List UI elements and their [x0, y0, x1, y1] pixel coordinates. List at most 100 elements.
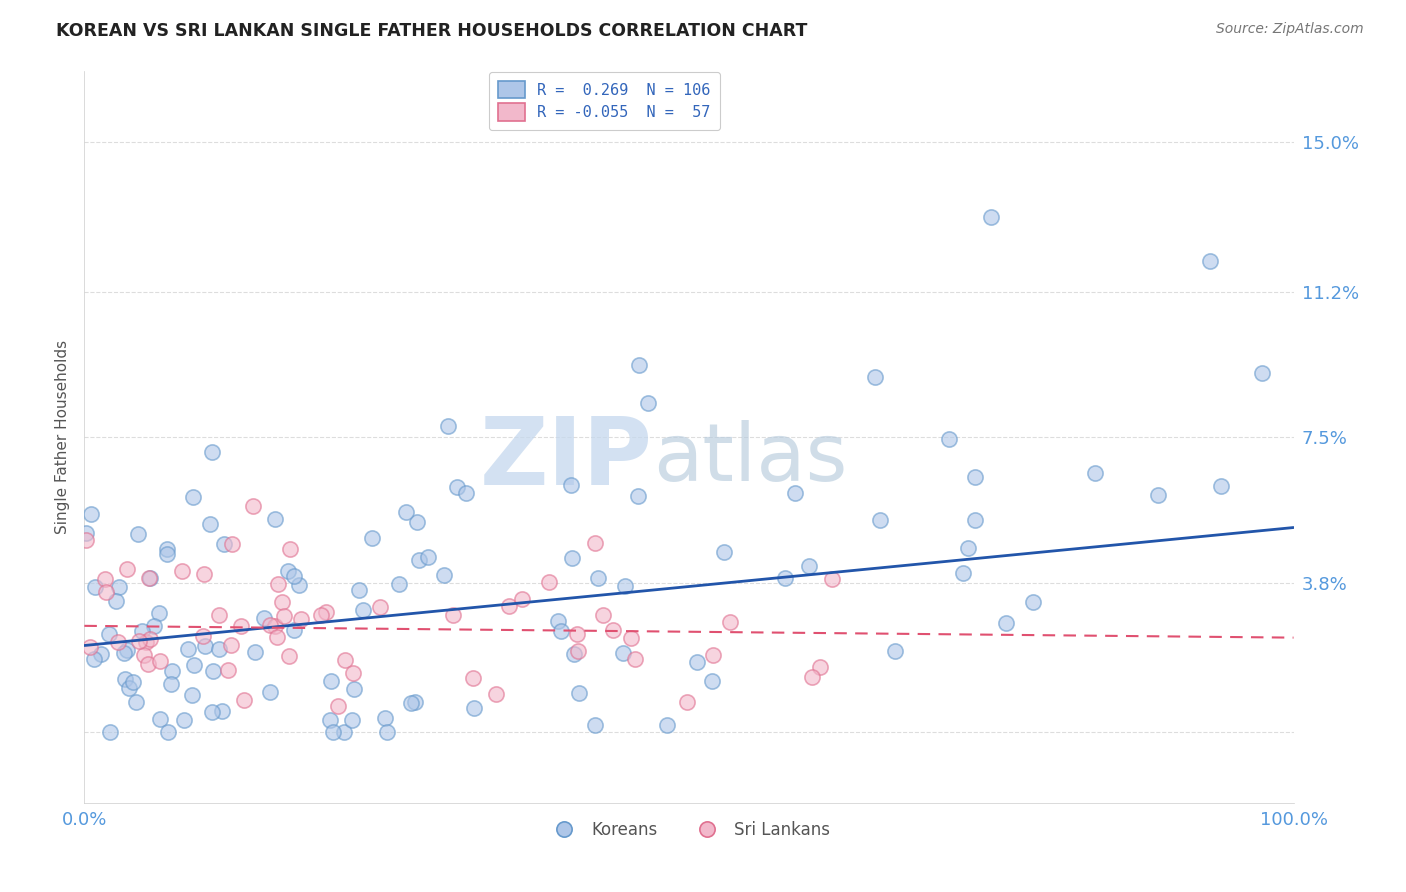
Text: KOREAN VS SRI LANKAN SINGLE FATHER HOUSEHOLDS CORRELATION CHART: KOREAN VS SRI LANKAN SINGLE FATHER HOUSE… — [56, 22, 807, 40]
Point — [602, 623, 624, 637]
Point — [115, 562, 138, 576]
Point — [79, 640, 101, 654]
Point — [1147, 487, 1170, 501]
Point — [193, 629, 215, 643]
Point — [349, 583, 371, 598]
Point — [97, 627, 120, 641]
Point — [80, 507, 103, 521]
Point — [160, 676, 183, 690]
Point — [342, 665, 364, 680]
Text: Source: ZipAtlas.com: Source: ZipAtlas.com — [1216, 22, 1364, 37]
Point — [869, 513, 891, 527]
Point — [183, 658, 205, 673]
Point — [264, 619, 287, 633]
Point — [773, 571, 796, 585]
Point — [288, 578, 311, 592]
Point — [208, 641, 231, 656]
Text: ZIP: ZIP — [479, 413, 652, 505]
Point — [980, 211, 1002, 225]
Point — [433, 568, 456, 582]
Point — [1209, 478, 1232, 492]
Point — [441, 607, 464, 622]
Point — [271, 595, 294, 609]
Point — [375, 725, 398, 739]
Point — [139, 571, 162, 585]
Point — [821, 573, 844, 587]
Point — [340, 713, 363, 727]
Point — [655, 718, 678, 732]
Point — [243, 645, 266, 659]
Point — [157, 725, 180, 739]
Point — [567, 627, 589, 641]
Y-axis label: Single Father Households: Single Father Households — [55, 340, 70, 534]
Point — [613, 579, 636, 593]
Point — [567, 644, 589, 658]
Point — [128, 634, 150, 648]
Point — [221, 537, 243, 551]
Point — [290, 612, 312, 626]
Point — [1199, 253, 1222, 268]
Point — [360, 531, 382, 545]
Point — [212, 537, 235, 551]
Point — [808, 659, 831, 673]
Point — [463, 700, 485, 714]
Point — [156, 542, 179, 557]
Point — [211, 704, 233, 718]
Point — [408, 552, 430, 566]
Point — [463, 671, 485, 685]
Point — [965, 470, 987, 484]
Point — [201, 664, 224, 678]
Point — [624, 652, 647, 666]
Point — [266, 630, 288, 644]
Point — [405, 516, 427, 530]
Point — [114, 672, 136, 686]
Point — [131, 624, 153, 638]
Point — [231, 619, 253, 633]
Point — [122, 674, 145, 689]
Point — [456, 485, 478, 500]
Point — [75, 533, 97, 548]
Point — [620, 632, 643, 646]
Point — [112, 647, 135, 661]
Point — [938, 432, 960, 446]
Point — [98, 725, 121, 739]
Point — [107, 635, 129, 649]
Point — [94, 585, 117, 599]
Point — [612, 646, 634, 660]
Point — [139, 632, 162, 646]
Point — [418, 549, 440, 564]
Point — [259, 618, 281, 632]
Point — [273, 609, 295, 624]
Point — [783, 486, 806, 500]
Point — [388, 576, 411, 591]
Point — [374, 711, 396, 725]
Point — [90, 647, 112, 661]
Point — [1022, 595, 1045, 609]
Point — [181, 490, 204, 504]
Point — [278, 648, 301, 663]
Text: atlas: atlas — [652, 420, 846, 498]
Point — [797, 558, 820, 573]
Point — [702, 648, 724, 663]
Point — [685, 655, 707, 669]
Point — [149, 654, 172, 668]
Point — [510, 591, 533, 606]
Point — [125, 695, 148, 709]
Point — [322, 725, 344, 739]
Point — [132, 648, 155, 662]
Point — [193, 566, 215, 581]
Point — [399, 696, 422, 710]
Point — [627, 358, 650, 372]
Point — [352, 603, 374, 617]
Point — [1084, 466, 1107, 480]
Point — [232, 693, 254, 707]
Point — [156, 547, 179, 561]
Point — [149, 712, 172, 726]
Point — [335, 653, 357, 667]
Point — [675, 695, 697, 709]
Point — [309, 607, 332, 622]
Point — [583, 718, 606, 732]
Point — [177, 642, 200, 657]
Point — [264, 512, 287, 526]
Point — [702, 673, 724, 688]
